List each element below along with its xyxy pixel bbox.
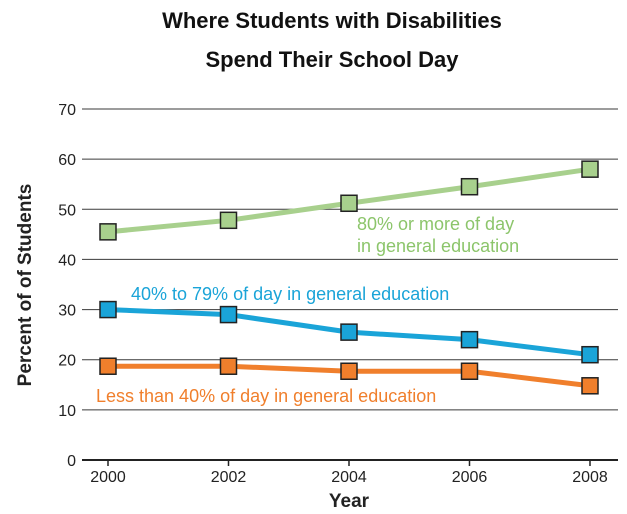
y-tick-label: 0 <box>67 453 76 470</box>
y-axis-title: Percent of of Students <box>15 184 36 387</box>
x-tick-label: 2008 <box>572 469 608 486</box>
data-point-40-79 <box>460 330 479 349</box>
y-tick-label: 60 <box>58 152 76 169</box>
series-label-80-plus: 80% or more of day <box>357 214 514 234</box>
y-tick-label: 70 <box>58 102 76 119</box>
series-markers <box>99 160 599 395</box>
data-point-80-plus <box>581 160 599 178</box>
data-point-40-79 <box>219 305 238 324</box>
y-tick-label: 50 <box>58 202 76 219</box>
x-axis-title: Year <box>329 491 370 512</box>
x-tick-label: 2002 <box>211 469 247 486</box>
data-point-40-79 <box>99 300 117 319</box>
y-tick-label: 20 <box>58 353 76 370</box>
chart-title-line-1: Where Students with Disabilities <box>162 8 502 33</box>
data-point-under-40 <box>99 357 117 375</box>
y-tick-label: 30 <box>58 303 76 320</box>
x-tick-label: 2006 <box>452 469 488 486</box>
y-tick-label: 10 <box>58 403 76 420</box>
x-tick-label: 2000 <box>90 469 126 486</box>
x-axis-ticks: 2000 2002 2004 2006 2008 <box>90 460 608 486</box>
series-label-40-79: 40% to 79% of day in general education <box>131 284 449 304</box>
x-tick-label: 2004 <box>331 469 367 486</box>
data-point-80-plus <box>99 223 117 241</box>
data-point-80-plus <box>460 177 479 196</box>
data-point-under-40 <box>219 357 238 375</box>
data-point-under-40 <box>340 362 358 380</box>
data-point-under-40 <box>460 362 479 380</box>
data-point-40-79 <box>581 345 599 364</box>
data-point-under-40 <box>581 377 599 395</box>
y-tick-label: 40 <box>58 252 76 269</box>
chart-title-line-2: Spend Their School Day <box>205 47 459 72</box>
y-axis-ticks: 0 10 20 30 40 50 60 70 <box>58 102 76 470</box>
data-point-80-plus <box>340 194 358 213</box>
data-point-80-plus <box>219 211 238 230</box>
data-point-40-79 <box>340 323 358 341</box>
series-label-under-40: Less than 40% of day in general educatio… <box>96 386 436 406</box>
series-label-80-plus: in general education <box>357 236 519 256</box>
